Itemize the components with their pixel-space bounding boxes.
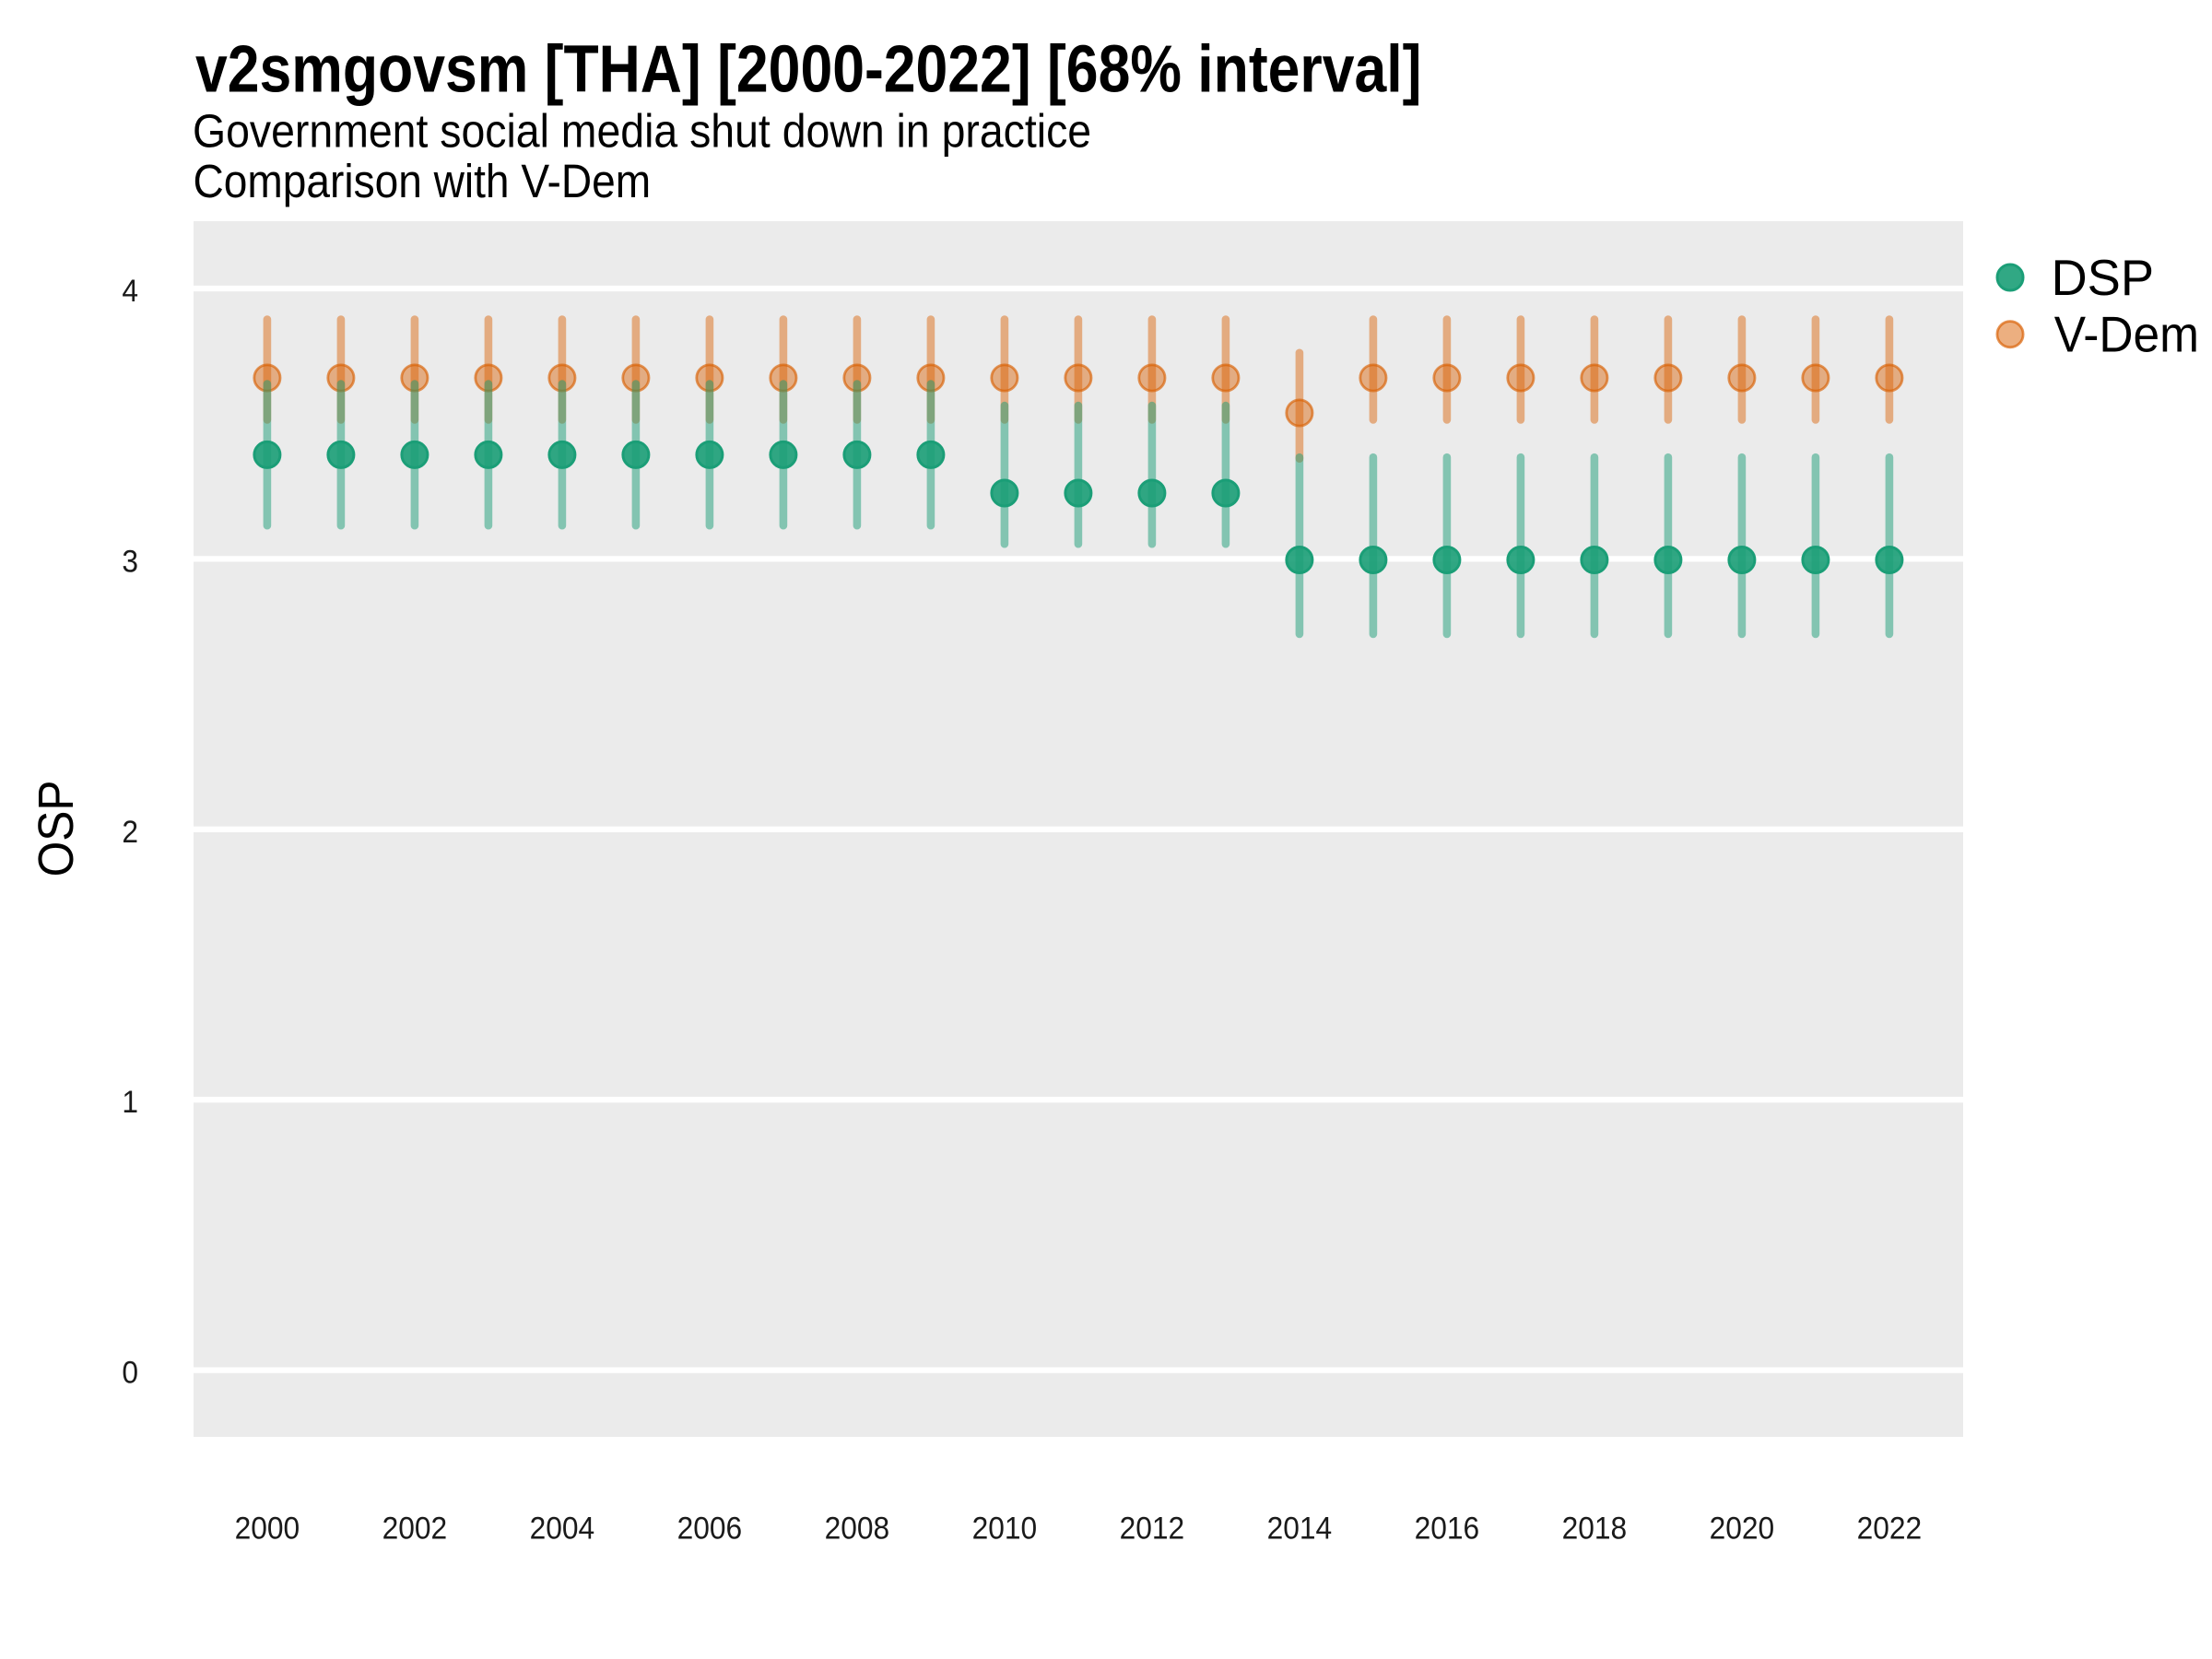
svg-text:2: 2 xyxy=(122,815,138,851)
svg-text:Comparison with V-Dem: Comparison with V-Dem xyxy=(194,156,652,208)
svg-text:2008: 2008 xyxy=(825,1511,890,1547)
svg-text:DSP: DSP xyxy=(2052,250,2155,306)
svg-text:OSP: OSP xyxy=(28,781,83,877)
svg-text:V-Dem: V-Dem xyxy=(2054,307,2199,363)
svg-text:2018: 2018 xyxy=(1562,1511,1628,1547)
svg-text:2022: 2022 xyxy=(1857,1511,1923,1547)
svg-text:2010: 2010 xyxy=(972,1511,1038,1547)
svg-text:2012: 2012 xyxy=(1120,1511,1185,1547)
svg-text:2014: 2014 xyxy=(1267,1511,1333,1547)
svg-text:2002: 2002 xyxy=(382,1511,448,1547)
svg-text:2006: 2006 xyxy=(677,1511,743,1547)
svg-text:2004: 2004 xyxy=(530,1511,595,1547)
svg-text:2020: 2020 xyxy=(1710,1511,1775,1547)
svg-text:Government social media shut d: Government social media shut down in pra… xyxy=(193,105,1091,158)
svg-text:3: 3 xyxy=(122,544,138,580)
svg-text:2016: 2016 xyxy=(1415,1511,1480,1547)
svg-text:0: 0 xyxy=(122,1355,138,1391)
svg-text:2000: 2000 xyxy=(235,1511,300,1547)
svg-text:1: 1 xyxy=(122,1085,138,1121)
svg-text:v2smgovsm [THA] [2000-2022] [6: v2smgovsm [THA] [2000-2022] [68% interva… xyxy=(195,32,1421,106)
svg-text:4: 4 xyxy=(122,274,138,310)
